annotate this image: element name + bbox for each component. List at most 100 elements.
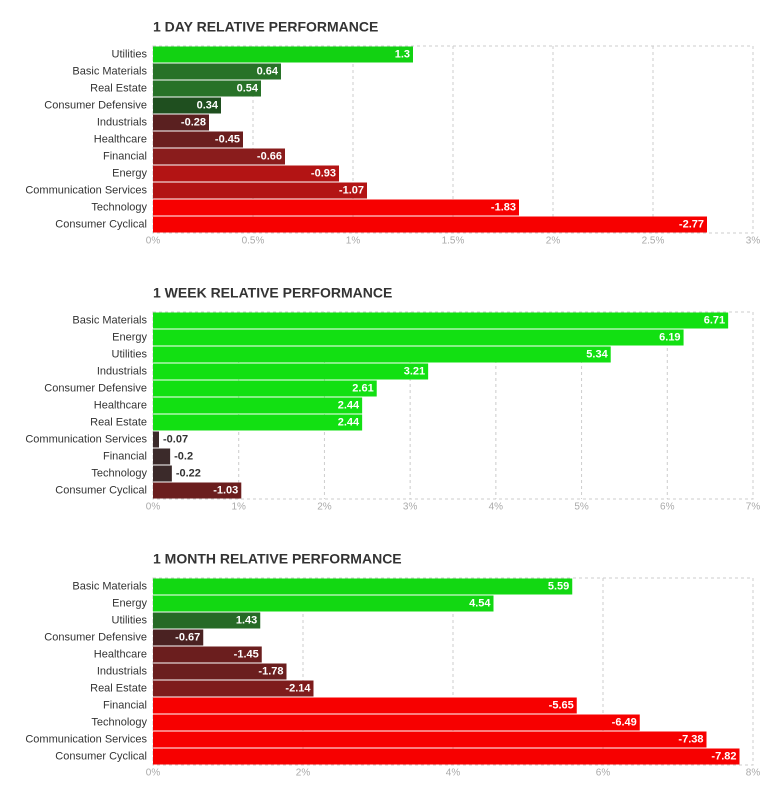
bar [153, 397, 363, 414]
value-label: 0.64 [257, 65, 279, 77]
bar [153, 329, 684, 346]
category-label: Consumer Defensive [44, 99, 147, 111]
category-label: Consumer Cyclical [55, 218, 147, 230]
bar [153, 731, 707, 748]
bar [153, 465, 172, 482]
category-label: Technology [91, 467, 147, 479]
x-tick-label: 2% [317, 502, 332, 513]
x-tick-label: 0% [146, 502, 161, 513]
category-label: Healthcare [94, 648, 147, 660]
bar [153, 63, 281, 80]
category-label: Technology [91, 716, 147, 728]
value-label: -7.38 [678, 733, 703, 745]
bar [153, 131, 243, 148]
x-tick-label: 1% [346, 236, 361, 247]
bar [153, 97, 221, 114]
bar [153, 448, 171, 465]
value-label: -1.45 [234, 648, 259, 660]
x-tick-label: 0.5% [242, 236, 265, 247]
value-label: -2.77 [679, 218, 704, 230]
x-tick-label: 6% [660, 502, 675, 513]
value-label: -6.49 [612, 716, 637, 728]
bar [153, 714, 640, 731]
bar [153, 80, 261, 97]
value-label: 2.44 [338, 399, 360, 411]
bar [153, 182, 367, 199]
value-label: -0.45 [215, 133, 240, 145]
value-label: -1.07 [339, 184, 364, 196]
x-tick-label: 5% [574, 502, 589, 513]
bar [153, 748, 740, 765]
value-label: -2.14 [285, 682, 311, 694]
value-label: 5.34 [586, 348, 608, 360]
x-tick-label: 4% [489, 502, 504, 513]
bar [153, 114, 209, 131]
bar [153, 199, 519, 216]
value-label: 0.54 [237, 82, 259, 94]
category-label: Communication Services [25, 733, 147, 745]
x-tick-label: 1% [231, 502, 246, 513]
category-label: Financial [103, 450, 147, 462]
bar [153, 46, 413, 63]
bar [153, 431, 159, 448]
category-label: Utilities [112, 348, 148, 360]
x-tick-label: 2% [296, 768, 311, 779]
x-tick-label: 8% [746, 768, 761, 779]
x-tick-label: 7% [746, 502, 761, 513]
value-label: -1.83 [491, 201, 516, 213]
value-label: 5.59 [548, 580, 569, 592]
value-label: 2.61 [352, 382, 373, 394]
value-label: -0.07 [163, 433, 188, 445]
category-label: Financial [103, 150, 147, 162]
bar [153, 165, 339, 182]
value-label: -5.65 [549, 699, 574, 711]
category-label: Basic Materials [72, 65, 147, 77]
value-label: 2.44 [338, 416, 360, 428]
category-label: Real Estate [90, 82, 147, 94]
value-label: -1.03 [213, 484, 238, 496]
category-label: Communication Services [25, 184, 147, 196]
value-label: -7.82 [711, 750, 736, 762]
x-tick-label: 4% [446, 768, 461, 779]
category-label: Energy [112, 597, 147, 609]
bar [153, 363, 429, 380]
category-label: Industrials [97, 116, 148, 128]
category-label: Real Estate [90, 682, 147, 694]
x-tick-label: 2% [546, 236, 561, 247]
value-label: -0.93 [311, 167, 336, 179]
bar [153, 663, 287, 680]
category-label: Utilities [112, 614, 148, 626]
x-tick-label: 0% [146, 768, 161, 779]
bar [153, 216, 707, 233]
chart-title: 1 DAY RELATIVE PERFORMANCE [153, 19, 378, 35]
bar [153, 414, 363, 431]
x-tick-label: 0% [146, 236, 161, 247]
bar [153, 680, 314, 697]
value-label: 1.3 [395, 48, 410, 60]
category-label: Consumer Defensive [44, 631, 147, 643]
value-label: -1.78 [258, 665, 283, 677]
category-label: Consumer Cyclical [55, 750, 147, 762]
value-label: -0.67 [175, 631, 200, 643]
bar [153, 612, 261, 629]
bar [153, 595, 494, 612]
bar [153, 629, 204, 646]
chart-title: 1 WEEK RELATIVE PERFORMANCE [153, 285, 392, 301]
category-label: Financial [103, 699, 147, 711]
bar [153, 148, 285, 165]
bar [153, 646, 262, 663]
value-label: 1.43 [236, 614, 257, 626]
category-label: Energy [112, 167, 147, 179]
x-tick-label: 2.5% [642, 236, 665, 247]
value-label: 4.54 [469, 597, 491, 609]
value-label: 6.19 [659, 331, 680, 343]
x-tick-label: 3% [746, 236, 761, 247]
category-label: Communication Services [25, 433, 147, 445]
value-label: -0.66 [257, 150, 282, 162]
category-label: Energy [112, 331, 147, 343]
bar [153, 346, 611, 363]
plot-border [152, 311, 754, 500]
category-label: Healthcare [94, 399, 147, 411]
category-label: Industrials [97, 665, 148, 677]
